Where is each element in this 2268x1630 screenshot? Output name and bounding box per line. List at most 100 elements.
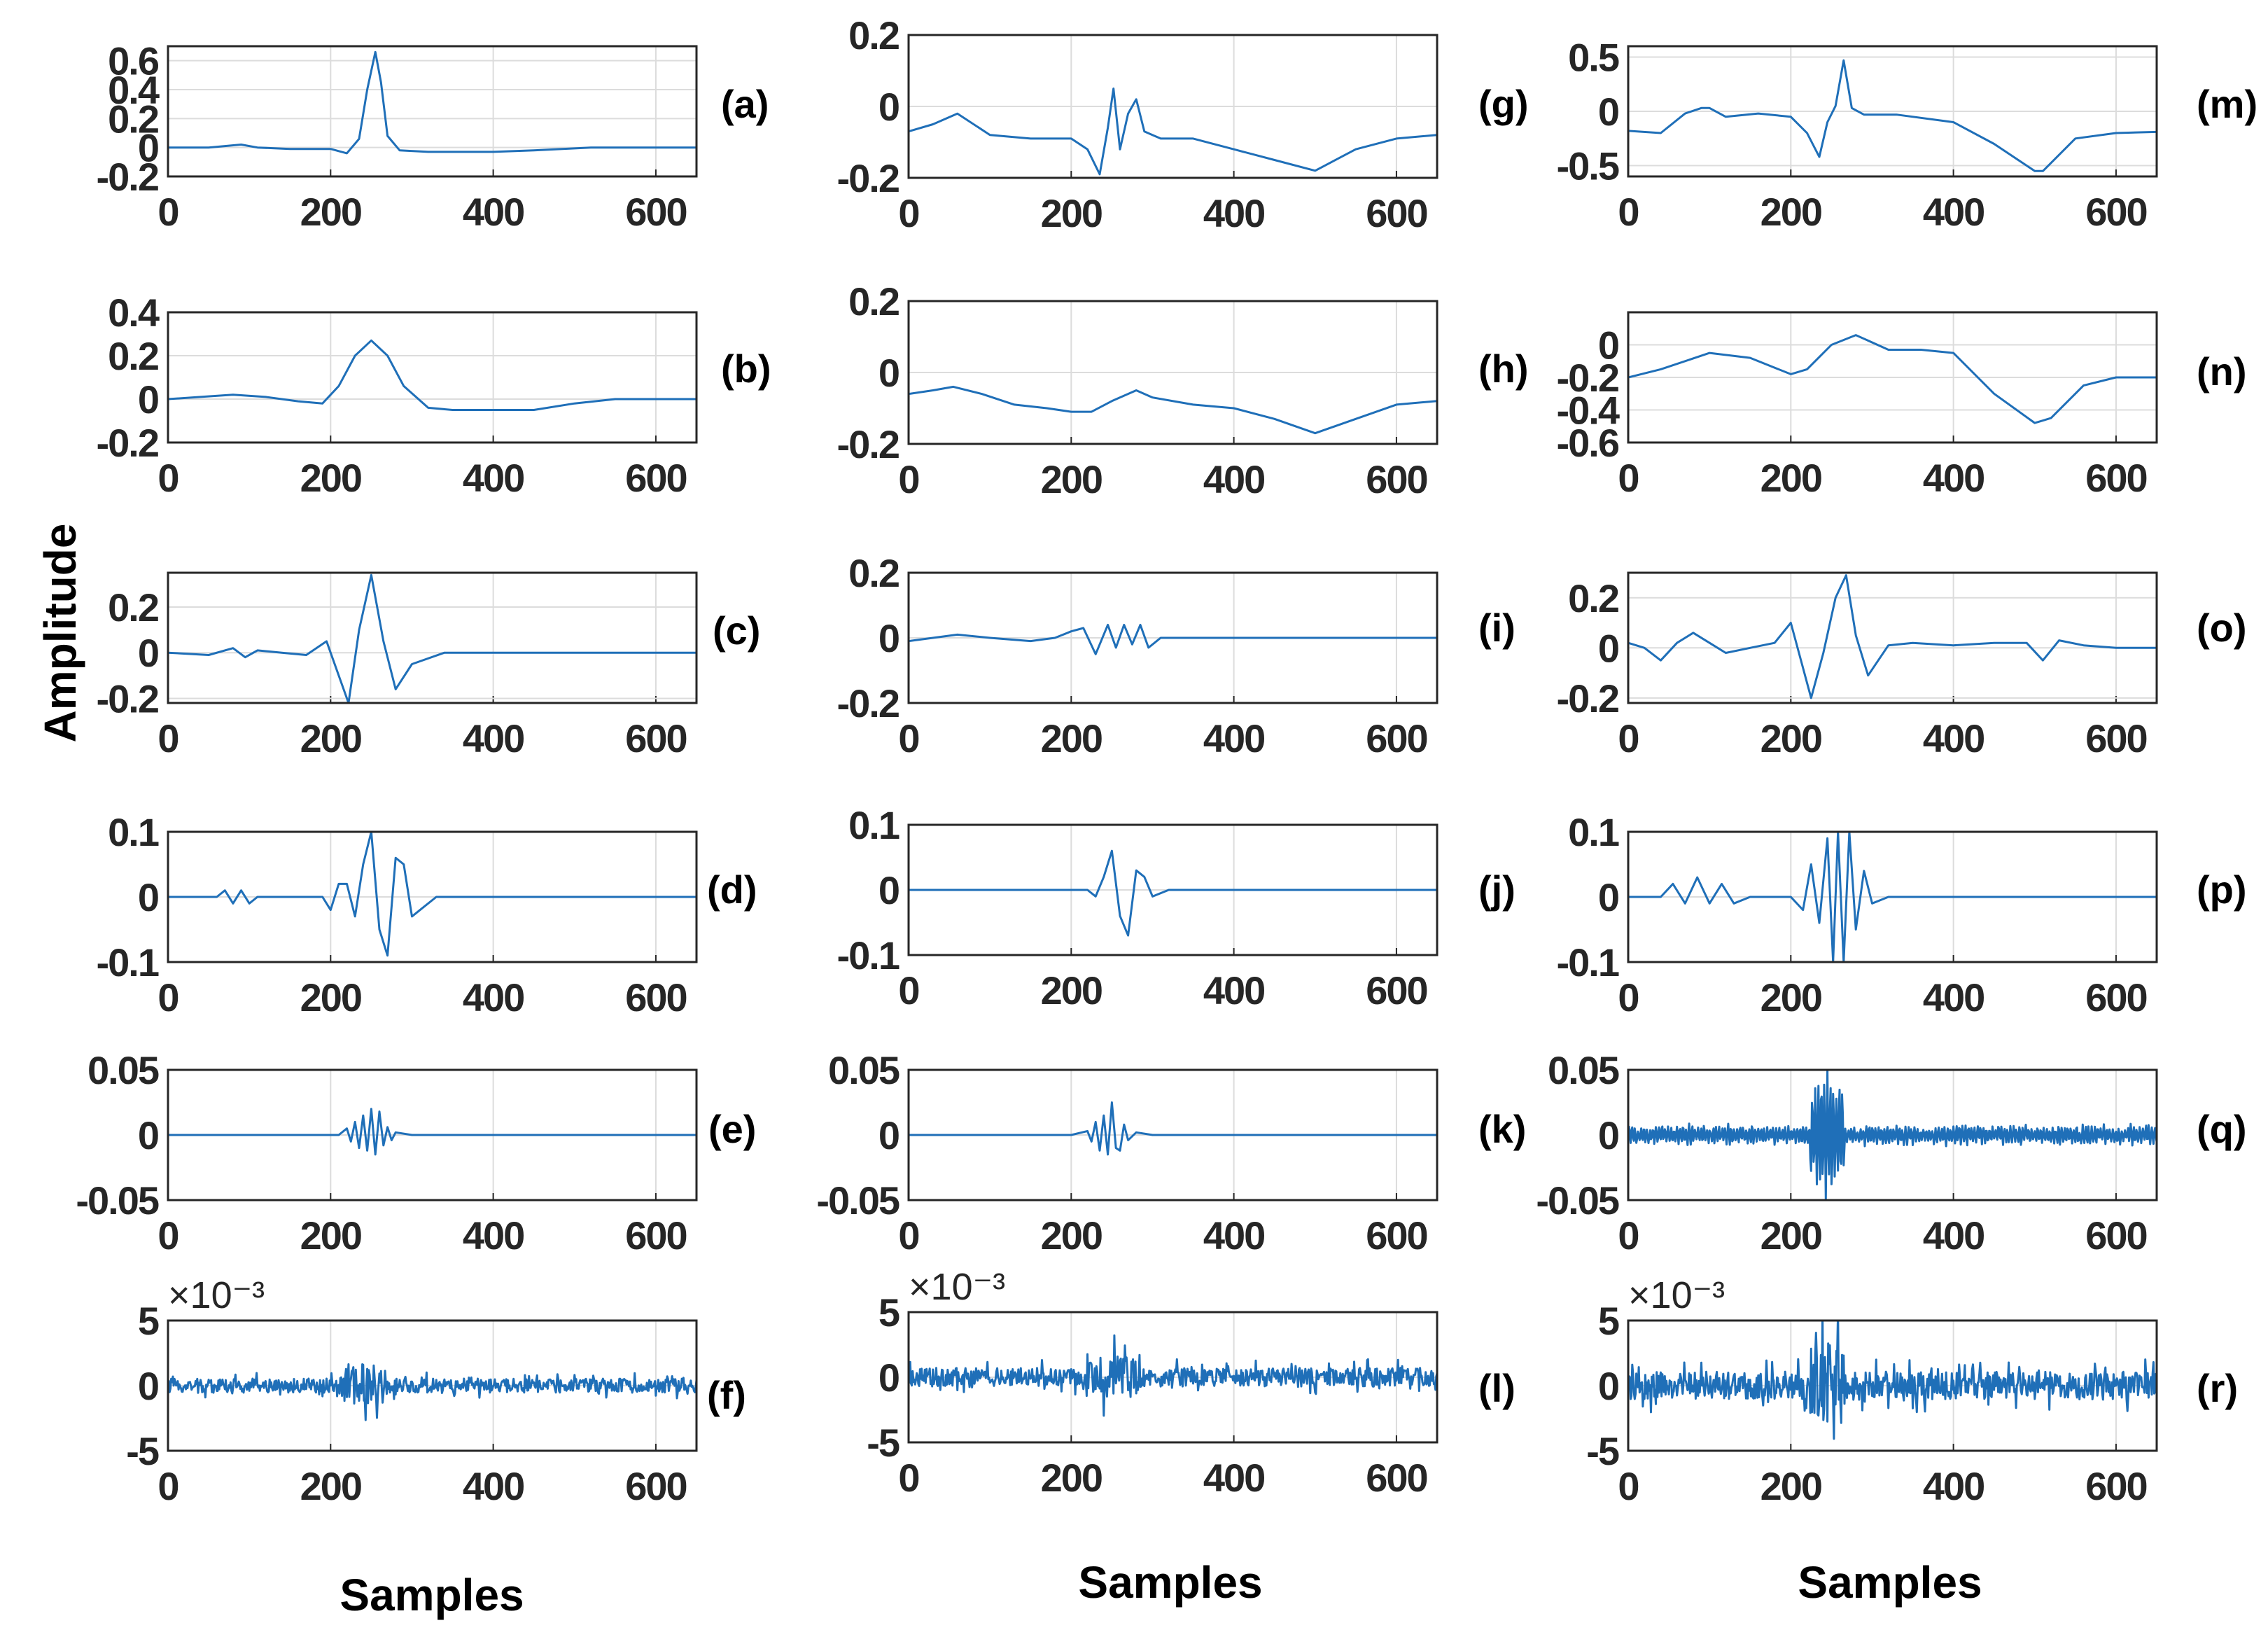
panel-g-xtick-label: 400 — [1203, 191, 1264, 235]
panel-g-ytick-label: 0.2 — [848, 13, 899, 57]
panel-g-ytick-label: -0.2 — [837, 156, 899, 200]
panel-r-ytick-label: 5 — [1598, 1299, 1619, 1343]
panel-b-ytick-label: 0.2 — [108, 334, 158, 378]
panel-r-xtick-label: 200 — [1760, 1464, 1821, 1508]
panel-n-xtick-label: 600 — [2085, 456, 2146, 500]
panel-b-frame — [167, 311, 698, 444]
panel-m-ytick-label: 0 — [1598, 90, 1618, 134]
panel-a-xtick-label: 200 — [300, 190, 361, 234]
panel-e-xtick-label: 400 — [463, 1213, 524, 1258]
panel-q-xtick-label: 400 — [1923, 1213, 1984, 1258]
panel-a-xtick-label: 600 — [625, 190, 686, 234]
panel-n-ytick-label: -0.6 — [1557, 421, 1619, 465]
panel-k-ytick-label: 0.05 — [828, 1048, 899, 1092]
panel-l-xtick-label: 600 — [1366, 1456, 1427, 1500]
panel-k-xtick-label: 600 — [1366, 1213, 1427, 1258]
panel-j: 0 200 400 600-0.100.1(j) — [837, 803, 1516, 1012]
panel-h-frame-top — [907, 300, 1438, 445]
panel-i-label: (i) — [1478, 606, 1516, 650]
panel-n-label: (n) — [2197, 349, 2247, 393]
panel-d-label: (d) — [707, 868, 757, 912]
panel-f-ytick-label: 5 — [138, 1299, 159, 1343]
panel-r: 0 200 400 600-505×10⁻³(r) — [1586, 1274, 2238, 1508]
panel-r-ytick-label: -5 — [1586, 1429, 1619, 1473]
panel-i-frame-top — [907, 571, 1438, 704]
panel-f-frame-top — [167, 1319, 698, 1452]
panel-h-ytick-label: 0.2 — [848, 279, 899, 323]
x-axis-label-col2: Samples — [1078, 1557, 1262, 1608]
panel-q-ytick-label: 0 — [1598, 1113, 1618, 1157]
panel-l-xtick-label: 200 — [1041, 1456, 1102, 1500]
panel-j-ytick-label: 0.1 — [848, 803, 899, 847]
panel-i-xtick-label: 0 — [898, 716, 918, 760]
panel-i-xtick-label: 600 — [1366, 716, 1427, 760]
panel-j-xtick-label: 0 — [898, 968, 918, 1012]
panel-m-ytick-label: 0.5 — [1568, 36, 1619, 80]
panel-i-series — [909, 623, 1437, 655]
panel-j-xtick-label: 400 — [1203, 968, 1264, 1012]
panel-p-xtick-label: 600 — [2085, 975, 2146, 1019]
panel-e-frame-top — [167, 1068, 698, 1201]
panel-o-ytick-label: 0 — [1598, 626, 1618, 670]
panel-a-xtick-label: 0 — [158, 190, 178, 234]
panel-l-xtick-label: 400 — [1203, 1456, 1264, 1500]
panel-c-ytick-label: 0 — [138, 631, 158, 675]
panel-f-series — [168, 1363, 696, 1421]
panel-m-frame-top — [1627, 45, 2158, 178]
panel-e-xtick-label: 200 — [300, 1213, 361, 1258]
panel-d-xtick-label: 600 — [625, 975, 686, 1019]
panel-l-series — [909, 1334, 1437, 1417]
panel-n-ytick-label: 0 — [1598, 323, 1618, 368]
panel-r-xtick-label: 0 — [1618, 1464, 1638, 1508]
panel-b-ytick-label: -0.2 — [97, 421, 159, 465]
panel-c-ytick-label: 0.2 — [108, 585, 158, 629]
panel-r-frame-top — [1627, 1319, 2158, 1452]
panel-h-label: (h) — [1478, 347, 1529, 391]
panel-a-ytick-label: 0.4 — [108, 68, 160, 112]
panel-h-series — [909, 385, 1437, 435]
panel-d-ytick-label: 0 — [138, 875, 158, 919]
panel-o-xtick-label: 200 — [1760, 716, 1821, 760]
panel-n-frame-top — [1627, 311, 2158, 444]
panel-q-label: (q) — [2197, 1107, 2247, 1151]
panel-a-series — [168, 50, 696, 155]
panel-k-ytick-label: -0.05 — [816, 1178, 899, 1222]
panel-f-xtick-label: 200 — [300, 1464, 361, 1508]
x-axis-label-col3: Samples — [1798, 1557, 1982, 1608]
y-axis-label: Amplitude — [35, 524, 85, 743]
panel-b-label: (b) — [721, 347, 771, 391]
panel-r-xtick-label: 400 — [1923, 1464, 1984, 1508]
panel-a-ytick-label: 0 — [138, 126, 158, 170]
panel-o-ytick-label: -0.2 — [1557, 676, 1619, 720]
panel-c-ytick-label: -0.2 — [97, 676, 159, 720]
panel-e-series — [168, 1108, 696, 1156]
panel-f-ytick-label: 0 — [138, 1364, 158, 1408]
panel-l-xtick-label: 0 — [898, 1456, 918, 1500]
panel-m-xtick-label: 400 — [1923, 190, 1984, 234]
panel-k-xtick-label: 400 — [1203, 1213, 1264, 1258]
panel-j-ytick-label: 0 — [878, 868, 899, 912]
panel-o-xtick-label: 600 — [2085, 716, 2146, 760]
panels: 0 200 400 600-0.200.20.40.6(a)0 200 400 600-0.… — [76, 13, 2258, 1508]
panel-c-series — [168, 573, 696, 703]
panel-m-xtick-label: 0 — [1618, 190, 1638, 234]
panel-h-xtick-label: 0 — [898, 457, 918, 501]
panel-e-xtick-label: 600 — [625, 1213, 686, 1258]
panel-q-series — [1628, 1070, 2157, 1200]
panel-g-ytick-label: 0 — [878, 85, 899, 129]
panel-k-xtick-label: 0 — [898, 1213, 918, 1258]
panel-g-xtick-label: 600 — [1366, 191, 1427, 235]
panel-a-label: (a) — [721, 82, 769, 126]
panel-o-xtick-label: 0 — [1618, 716, 1638, 760]
panel-c-xtick-label: 400 — [463, 716, 524, 760]
panel-j-xtick-label: 200 — [1041, 968, 1102, 1012]
panel-r-exponent: ×10⁻³ — [1628, 1274, 1725, 1316]
panel-q-ytick-label: -0.05 — [1536, 1178, 1618, 1222]
panel-b-ytick-label: 0 — [138, 377, 158, 422]
panel-l-ytick-label: 5 — [878, 1290, 899, 1335]
panel-f: 0 200 400 600-505×10⁻³(f) — [126, 1274, 746, 1508]
panel-p-frame-top — [1627, 830, 2158, 963]
